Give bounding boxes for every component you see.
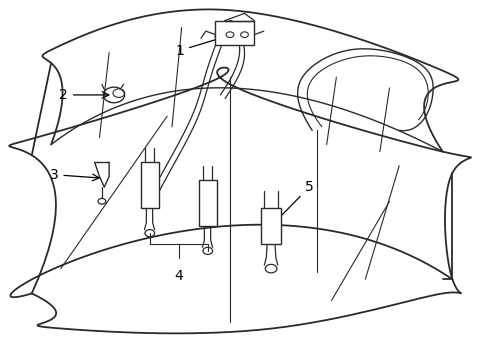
FancyBboxPatch shape (215, 21, 254, 45)
Bar (140, 162, 159, 208)
Text: 1: 1 (175, 36, 222, 58)
Text: 5: 5 (273, 180, 313, 223)
Text: 2: 2 (59, 88, 109, 102)
Bar (198, 180, 217, 226)
Text: 3: 3 (49, 168, 99, 182)
Bar (261, 208, 280, 244)
Text: 4: 4 (174, 269, 183, 283)
